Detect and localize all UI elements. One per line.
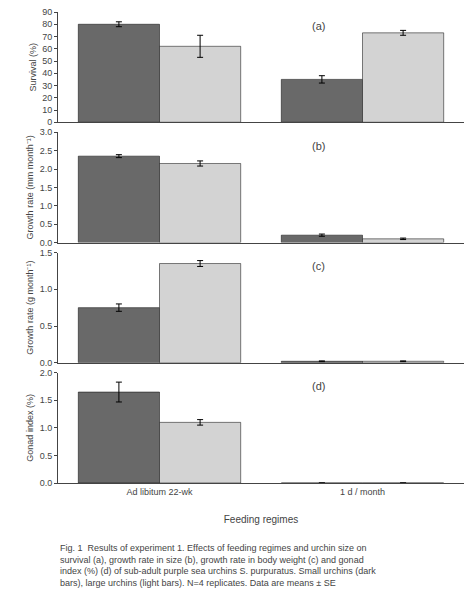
svg-text:20: 20 [42, 93, 52, 103]
svg-text:Ad libitum 22-wk: Ad libitum 22-wk [126, 487, 193, 497]
svg-text:Growth rate (g month⁻¹): Growth rate (g month⁻¹) [25, 261, 35, 355]
svg-text:1.0: 1.0 [40, 423, 53, 433]
svg-text:3.0: 3.0 [40, 127, 53, 137]
svg-text:(c): (c) [312, 260, 325, 272]
svg-text:0.5: 0.5 [40, 219, 53, 229]
svg-text:0.0: 0.0 [40, 238, 53, 248]
svg-text:1.0: 1.0 [40, 201, 53, 211]
svg-text:1.5: 1.5 [40, 248, 53, 258]
svg-text:Fig. 1 Results of experiment: Fig. 1 Results of experiment 1. Effects … [60, 543, 376, 588]
svg-text:0.5: 0.5 [40, 451, 53, 461]
svg-text:10: 10 [42, 105, 52, 115]
svg-text:1.0: 1.0 [40, 284, 53, 294]
svg-text:Feeding regimes: Feeding regimes [224, 514, 298, 525]
svg-text:60: 60 [42, 44, 52, 54]
svg-text:0.0: 0.0 [40, 478, 53, 488]
svg-text:(a): (a) [312, 20, 325, 32]
svg-text:1.5: 1.5 [40, 183, 53, 193]
svg-text:90: 90 [42, 7, 52, 17]
svg-text:70: 70 [42, 32, 52, 42]
svg-text:2.0: 2.0 [40, 368, 53, 378]
svg-text:0.0: 0.0 [40, 358, 53, 368]
svg-text:50: 50 [42, 56, 52, 66]
svg-text:(b): (b) [312, 140, 325, 152]
svg-text:Growth rate (mm month⁻¹): Growth rate (mm month⁻¹) [25, 135, 35, 239]
svg-text:Survival (%): Survival (%) [28, 43, 38, 92]
svg-text:0.5: 0.5 [40, 321, 53, 331]
svg-text:Gonad index (%): Gonad index (%) [25, 394, 35, 462]
svg-text:0: 0 [47, 117, 52, 127]
svg-text:1 d / month: 1 d / month [340, 487, 385, 497]
svg-text:30: 30 [42, 81, 52, 91]
svg-text:2.5: 2.5 [40, 146, 53, 156]
svg-text:1.5: 1.5 [40, 395, 53, 405]
svg-text:40: 40 [42, 68, 52, 78]
svg-text:(d): (d) [312, 380, 325, 392]
svg-text:2.0: 2.0 [40, 164, 53, 174]
svg-text:80: 80 [42, 19, 52, 29]
